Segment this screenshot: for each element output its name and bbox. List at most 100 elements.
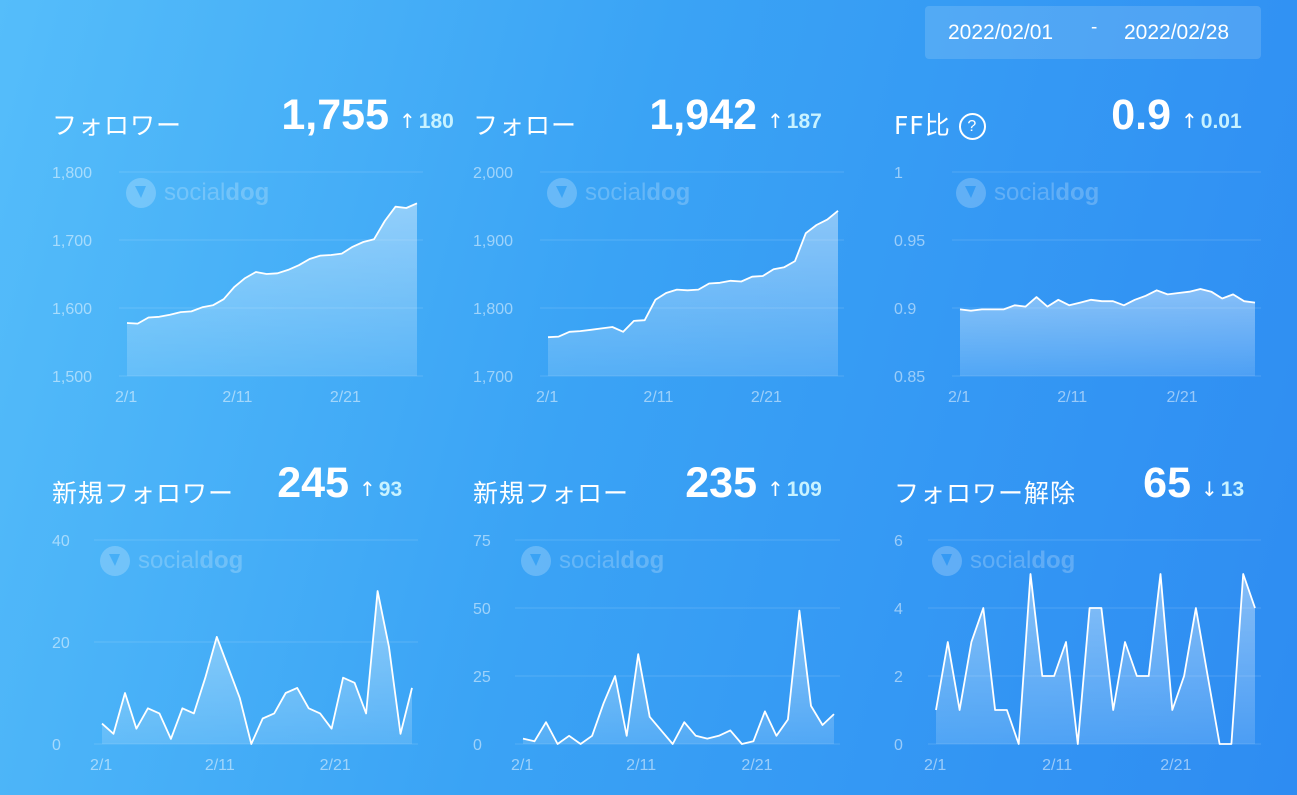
series-area xyxy=(102,591,412,744)
socialdog-watermark-logo: socialdog xyxy=(124,176,269,210)
metric-panel: フォロワー解除 65 ↓ 13 socialdog 0 2 4 6 2/1 2/11 2/21 xyxy=(894,456,1294,776)
delta-value: 93 xyxy=(378,478,403,501)
series-line xyxy=(126,202,418,325)
series-area xyxy=(127,203,417,376)
chart-svg: 0 2 4 6 2/1 2/11 2/21 xyxy=(894,533,1261,774)
socialdog-watermark-logo: socialdog xyxy=(954,176,1099,210)
y-tick-label: 1,700 xyxy=(473,369,513,386)
panel-value: 245 xyxy=(277,459,349,507)
x-tick-label: 2/21 xyxy=(1160,757,1191,774)
series-line xyxy=(935,573,1256,745)
y-tick-label: 75 xyxy=(473,533,491,550)
chart-svg: 1,500 1,600 1,700 1,800 2/1 2/11 2/21 xyxy=(52,165,423,406)
y-tick-label: 0 xyxy=(894,737,903,754)
panel-value: 1,755 xyxy=(281,91,389,139)
y-tick-label: 0.85 xyxy=(894,369,925,386)
y-tick-label: 0 xyxy=(52,737,61,754)
series-line xyxy=(522,609,835,745)
y-tick-label: 4 xyxy=(894,601,903,618)
panel-title-label: フォロワー解除 xyxy=(894,479,1077,508)
watermark-text: socialdog xyxy=(970,547,1076,574)
help-icon[interactable]: ? xyxy=(958,113,986,140)
watermark-text: socialdog xyxy=(164,179,270,206)
delta-value: 180 xyxy=(418,110,454,133)
date-start[interactable]: 2022/02/01 xyxy=(948,21,1054,44)
y-tick-label: 2 xyxy=(894,669,903,686)
socialdog-watermark-logo: socialdog xyxy=(98,544,243,578)
dog-logo-icon xyxy=(932,546,962,576)
y-tick-label: 0.95 xyxy=(894,233,925,250)
panel-title: フォロワー解除 xyxy=(894,474,1076,510)
series-area xyxy=(523,610,834,744)
panel-delta: ↑ 187 xyxy=(767,109,822,134)
chart-svg: 0 25 50 75 2/1 2/11 2/21 xyxy=(473,533,840,774)
socialdog-watermark-logo: socialdog xyxy=(930,544,1075,578)
watermark-text: socialdog xyxy=(585,179,691,206)
arrow-up-icon: ↑ xyxy=(1181,109,1198,133)
y-tick-label: 1,700 xyxy=(52,233,92,250)
series-line xyxy=(101,590,413,745)
y-tick-label: 2,000 xyxy=(473,165,513,182)
panel-value: 65 xyxy=(1143,459,1191,507)
y-tick-label: 1,600 xyxy=(52,301,92,318)
date-end[interactable]: 2022/02/28 xyxy=(1124,21,1230,44)
delta-value: 13 xyxy=(1220,478,1245,501)
metric-panel: フォロー 1,942 ↑ 187 socialdog 1,700 1,800 1,900 2,0… xyxy=(473,88,873,408)
series-line xyxy=(959,288,1256,312)
metric-panel: 新規フォロー 235 ↑ 109 socialdog 0 25 50 75 2/1 2/11 2/21 xyxy=(473,456,873,776)
watermark-text: socialdog xyxy=(559,547,665,574)
delta-value: 0.01 xyxy=(1200,110,1242,133)
metric-panel: フォロワー 1,755 ↑ 180 socialdog 1,500 1,600 1,700 1,… xyxy=(52,88,454,408)
x-tick-label: 2/1 xyxy=(924,757,946,774)
arrow-up-icon: ↑ xyxy=(767,477,784,501)
arrow-up-icon: ↑ xyxy=(399,109,416,133)
x-tick-label: 2/1 xyxy=(948,389,970,406)
date-range-picker[interactable]: 2022/02/01 - 2022/02/28 xyxy=(925,6,1261,59)
x-tick-label: 2/11 xyxy=(626,757,656,774)
panel-value: 1,942 xyxy=(649,91,757,139)
x-tick-label: 2/21 xyxy=(751,389,782,406)
y-tick-label: 20 xyxy=(52,635,70,652)
y-tick-label: 1,500 xyxy=(52,369,92,386)
y-tick-label: 1,800 xyxy=(473,301,513,318)
metric-panel: 新規フォロワー 245 ↑ 93 socialdog 0 20 40 2/1 2/11 2/21 xyxy=(52,456,452,776)
x-tick-label: 2/1 xyxy=(536,389,558,406)
panel-title-label: FF比 xyxy=(894,111,951,140)
panel-delta: ↑ 0.01 xyxy=(1181,109,1242,134)
x-tick-label: 2/11 xyxy=(205,757,235,774)
panel-delta: ↑ 93 xyxy=(359,477,402,502)
x-tick-label: 2/21 xyxy=(1167,389,1198,406)
y-tick-label: 1,900 xyxy=(473,233,513,250)
dog-logo-icon xyxy=(521,546,551,576)
x-tick-label: 2/1 xyxy=(511,757,533,774)
chart-svg: 0 20 40 2/1 2/11 2/21 xyxy=(52,533,418,774)
watermark-text: socialdog xyxy=(138,547,244,574)
date-separator: - xyxy=(1091,17,1098,38)
y-tick-label: 0.9 xyxy=(894,301,916,318)
delta-value: 109 xyxy=(786,478,822,501)
dog-logo-icon xyxy=(100,546,130,576)
delta-value: 187 xyxy=(786,110,822,133)
chart-svg: 1,700 1,800 1,900 2,000 2/1 2/11 2/21 xyxy=(473,165,844,406)
metric-panel: FF比? 0.9 ↑ 0.01 socialdog 0.85 0.9 0.95 1 2/1 2/11… xyxy=(894,88,1294,408)
x-tick-label: 2/1 xyxy=(90,757,112,774)
watermark-text: socialdog xyxy=(994,179,1100,206)
panel-title-label: 新規フォロー xyxy=(473,479,630,508)
panel-title-label: フォロワー xyxy=(52,111,183,140)
series-area xyxy=(548,210,838,376)
x-tick-label: 2/11 xyxy=(222,389,252,406)
dog-logo-icon xyxy=(956,178,986,208)
panel-title: 新規フォロワー xyxy=(52,474,234,510)
x-tick-label: 2/21 xyxy=(330,389,361,406)
y-tick-label: 1,800 xyxy=(52,165,92,182)
y-tick-label: 6 xyxy=(894,533,903,550)
socialdog-watermark-logo: socialdog xyxy=(545,176,690,210)
arrow-up-icon: ↑ xyxy=(767,109,784,133)
series-area xyxy=(960,289,1255,376)
panel-title: FF比? xyxy=(894,106,986,142)
panel-value: 235 xyxy=(685,459,757,507)
dog-logo-icon xyxy=(547,178,577,208)
y-tick-label: 50 xyxy=(473,601,491,618)
x-tick-label: 2/11 xyxy=(1057,389,1087,406)
panel-delta: ↑ 109 xyxy=(767,477,822,502)
